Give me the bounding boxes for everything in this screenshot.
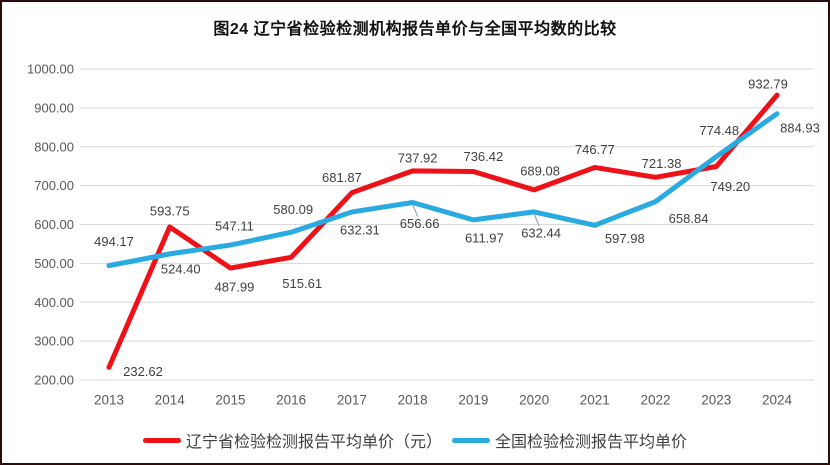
data-label: 632.31 xyxy=(340,222,380,237)
chart-title: 图24 辽宁省检验检测机构报告单价与全国平均数的比较 xyxy=(213,21,617,38)
data-label: 494.17 xyxy=(94,234,134,249)
x-axis-tick-label: 2023 xyxy=(701,393,731,408)
y-axis-tick-label: 400.00 xyxy=(34,295,74,310)
data-label: 597.98 xyxy=(605,231,645,246)
data-label: 737.92 xyxy=(398,150,438,165)
y-axis-tick-label: 300.00 xyxy=(34,334,74,349)
x-axis-tick-label: 2019 xyxy=(458,393,488,408)
data-label: 749.20 xyxy=(710,179,750,194)
y-axis-tick-label: 900.00 xyxy=(34,100,74,115)
y-axis-tick-label: 1000.00 xyxy=(27,62,74,77)
data-label: 547.11 xyxy=(215,219,254,234)
data-label: 721.38 xyxy=(642,156,682,171)
data-label: 774.48 xyxy=(699,123,739,138)
chart-legend: 辽宁省检验检测报告平均单价（元） 全国检验检测报告平均单价 xyxy=(2,428,828,452)
x-axis-tick-label: 2021 xyxy=(580,393,610,408)
x-axis-tick-label: 2022 xyxy=(641,393,671,408)
data-label: 632.44 xyxy=(521,225,561,240)
series-line-1 xyxy=(106,111,780,269)
data-label: 932.79 xyxy=(748,77,788,92)
x-axis-tick-label: 2014 xyxy=(155,393,186,408)
x-axis-tick-label: 2015 xyxy=(215,393,245,408)
data-label: 515.61 xyxy=(282,276,322,291)
y-axis-tick-label: 600.00 xyxy=(34,217,74,232)
x-axis-tick-label: 2020 xyxy=(519,393,549,408)
x-axis-tick-label: 2017 xyxy=(337,393,367,408)
data-label: 884.93 xyxy=(780,120,820,135)
label-leader-line xyxy=(412,204,419,217)
national-series-swatch xyxy=(452,437,490,443)
data-label: 580.09 xyxy=(273,202,313,217)
data-label: 658.84 xyxy=(669,211,709,226)
legend-item-liaoning: 辽宁省检验检测报告平均单价（元） xyxy=(142,428,442,452)
data-label: 656.66 xyxy=(400,216,440,231)
x-axis-tick-label: 2018 xyxy=(398,393,428,408)
legend-item-national: 全国检验检测报告平均单价 xyxy=(452,428,687,452)
data-label: 487.99 xyxy=(215,280,255,295)
data-label: 689.08 xyxy=(520,163,560,178)
data-label: 736.42 xyxy=(463,149,503,164)
data-label: 524.40 xyxy=(161,261,201,276)
x-axis-tick-label: 2024 xyxy=(762,393,793,408)
y-axis-tick-label: 200.00 xyxy=(34,373,74,388)
y-axis-tick-label: 800.00 xyxy=(34,139,74,154)
x-axis-tick-label: 2013 xyxy=(94,393,124,408)
legend-label-national: 全国检验检测报告平均单价 xyxy=(495,434,688,451)
liaoning-series-swatch xyxy=(142,437,181,443)
y-axis-tick-label: 500.00 xyxy=(34,256,74,271)
data-label: 681.87 xyxy=(322,170,362,185)
y-axis-tick-label: 700.00 xyxy=(34,178,74,193)
data-label: 746.77 xyxy=(575,142,615,157)
data-label: 593.75 xyxy=(150,203,190,218)
data-label: 232.62 xyxy=(123,364,163,379)
series-line-0 xyxy=(106,92,780,370)
label-leader-line xyxy=(533,213,540,227)
x-axis-tick-label: 2016 xyxy=(276,393,306,408)
legend-label-liaoning: 辽宁省检验检测报告平均单价（元） xyxy=(185,434,442,451)
data-label: 611.97 xyxy=(465,230,504,245)
